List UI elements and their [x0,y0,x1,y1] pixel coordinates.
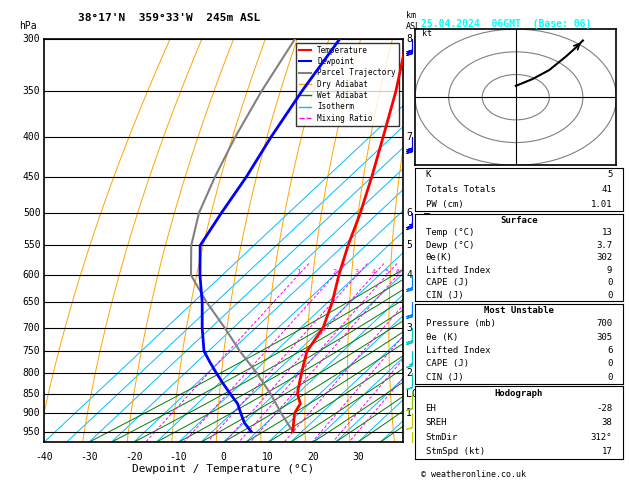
Text: 312°: 312° [591,433,613,442]
Text: 20: 20 [307,452,319,462]
Text: hPa: hPa [19,21,36,31]
Text: CAPE (J): CAPE (J) [426,278,469,287]
Text: K: K [426,171,431,179]
Text: 750: 750 [23,346,40,356]
Text: StmDir: StmDir [426,433,458,442]
Text: 1: 1 [296,269,301,275]
Text: 700: 700 [596,319,613,329]
Text: Totals Totals: Totals Totals [426,185,496,194]
Text: -30: -30 [80,452,97,462]
Text: Hodograph: Hodograph [495,389,543,398]
Text: PW (cm): PW (cm) [426,200,463,208]
Text: 0: 0 [607,359,613,368]
Text: 6: 6 [406,208,412,218]
Text: -10: -10 [170,452,187,462]
Text: 38°17'N  359°33'W  245m ASL: 38°17'N 359°33'W 245m ASL [79,13,260,23]
Text: 4: 4 [371,269,376,275]
Text: 9: 9 [607,265,613,275]
Text: Dewpoint / Temperature (°C): Dewpoint / Temperature (°C) [132,465,314,474]
Text: 350: 350 [23,87,40,96]
Text: 600: 600 [23,270,40,280]
Text: km
ASL: km ASL [406,11,421,31]
Text: 8: 8 [406,34,412,44]
Text: 0: 0 [607,291,613,299]
Text: 7: 7 [406,132,412,142]
Text: 10: 10 [262,452,274,462]
Text: 550: 550 [23,241,40,250]
Text: 850: 850 [23,389,40,399]
Text: 500: 500 [23,208,40,218]
Text: EH: EH [426,404,437,413]
Text: LCL: LCL [406,389,424,399]
Text: 900: 900 [23,408,40,418]
Text: -20: -20 [125,452,143,462]
Text: 2: 2 [406,368,412,378]
Text: 700: 700 [23,323,40,332]
Text: 30: 30 [352,452,364,462]
Text: θe(K): θe(K) [426,253,452,262]
Text: 950: 950 [23,427,40,436]
Text: Pressure (mb): Pressure (mb) [426,319,496,329]
Text: 800: 800 [23,368,40,378]
Text: 305: 305 [596,332,613,342]
Legend: Temperature, Dewpoint, Parcel Trajectory, Dry Adiabat, Wet Adiabat, Isotherm, Mi: Temperature, Dewpoint, Parcel Trajectory… [296,43,399,125]
Text: 5: 5 [384,269,389,275]
Text: θe (K): θe (K) [426,332,458,342]
Text: 41: 41 [601,185,613,194]
Text: Most Unstable: Most Unstable [484,306,554,315]
Text: 0: 0 [220,452,226,462]
Text: 1: 1 [406,408,412,418]
Text: 38: 38 [601,418,613,427]
Text: 3.7: 3.7 [596,241,613,250]
Text: Surface: Surface [500,216,538,225]
Text: 13: 13 [601,228,613,237]
Text: 5: 5 [406,241,412,250]
Text: Lifted Index: Lifted Index [426,265,490,275]
Text: -28: -28 [596,404,613,413]
Text: 400: 400 [23,132,40,142]
Text: 650: 650 [23,297,40,307]
Text: 302: 302 [596,253,613,262]
Text: 6: 6 [607,346,613,355]
Text: 4: 4 [406,270,412,280]
Text: CAPE (J): CAPE (J) [426,359,469,368]
Text: 25.04.2024  06GMT  (Base: 06): 25.04.2024 06GMT (Base: 06) [421,19,592,30]
Text: CIN (J): CIN (J) [426,291,463,299]
Text: 3: 3 [406,323,412,332]
Text: 0: 0 [607,278,613,287]
Text: CIN (J): CIN (J) [426,373,463,382]
Text: © weatheronline.co.uk: © weatheronline.co.uk [421,469,526,479]
Text: 17: 17 [601,448,613,456]
Text: 0: 0 [607,373,613,382]
Text: Temp (°C): Temp (°C) [426,228,474,237]
Text: SREH: SREH [426,418,447,427]
Text: Lifted Index: Lifted Index [426,346,490,355]
Text: 450: 450 [23,172,40,182]
Text: Mixing Ratio (g/kg): Mixing Ratio (g/kg) [423,190,432,292]
Text: -40: -40 [35,452,53,462]
Text: Dewp (°C): Dewp (°C) [426,241,474,250]
Text: StmSpd (kt): StmSpd (kt) [426,448,484,456]
Text: 2: 2 [333,269,337,275]
Text: 1.01: 1.01 [591,200,613,208]
Text: 3: 3 [355,269,359,275]
Text: kt: kt [422,29,432,38]
Text: 5: 5 [607,171,613,179]
Text: 300: 300 [23,34,40,44]
Text: 6: 6 [396,269,400,275]
